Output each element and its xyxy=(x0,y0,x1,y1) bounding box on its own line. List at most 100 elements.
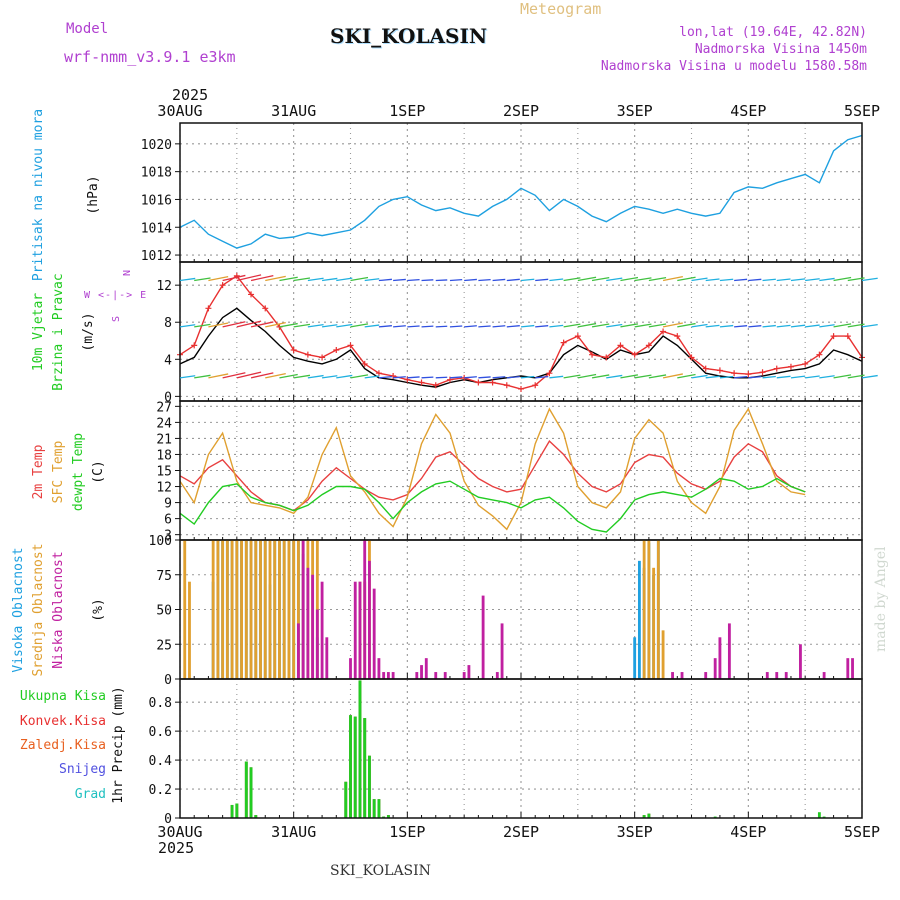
wind-barb xyxy=(819,375,835,379)
wind-barb xyxy=(705,375,720,379)
gust-marker xyxy=(773,365,780,372)
pressure-ylabel: Pritisak na nivou mora xyxy=(31,109,46,281)
wind-barb xyxy=(549,375,564,379)
bar-clouds xyxy=(188,581,191,679)
wind-barb xyxy=(435,279,448,282)
wind-barb xyxy=(279,373,298,379)
wind-barb xyxy=(776,278,791,282)
wind-barb xyxy=(293,277,311,282)
wind-ylabel: 10m Vjetar xyxy=(31,293,46,371)
meteogram-label: Meteogram xyxy=(520,0,601,18)
gust-marker xyxy=(518,385,524,392)
wind-barb xyxy=(321,375,338,379)
wind-compass-legend: N W <-|-> E S xyxy=(84,270,147,322)
gust-marker xyxy=(787,363,794,370)
wind-barb xyxy=(734,278,748,282)
bar-clouds xyxy=(424,658,428,679)
wind-barb xyxy=(520,324,535,328)
wind-barb xyxy=(250,321,274,328)
y-tick-label: 12 xyxy=(156,481,172,496)
wind-barb xyxy=(364,375,380,379)
wind-panel-labels: 10m Vjetar xyxy=(31,293,46,371)
wind-barb xyxy=(662,373,683,379)
gust-marker xyxy=(631,351,638,358)
bar-clouds xyxy=(325,637,329,679)
wind-barb xyxy=(336,323,353,328)
precip-legend-2: Konvek.Kisa xyxy=(20,714,106,729)
wind-barb xyxy=(336,277,353,282)
bar-clouds xyxy=(846,658,850,679)
compass-n: N xyxy=(120,270,131,276)
wind-barb xyxy=(336,374,353,379)
cloud-ylabel-2: Srednja Oblacnost xyxy=(31,543,46,676)
wind-barb xyxy=(719,324,734,328)
pressure-unit: (hPa) xyxy=(86,175,101,214)
elevation-text: Nadmorska Visina 1450m xyxy=(695,42,867,57)
wind-unit: (m/s) xyxy=(81,312,96,351)
temp-ylabel-3: dewpt Temp xyxy=(71,433,86,511)
wind-barb xyxy=(606,277,623,282)
y-tick-label: 8 xyxy=(164,316,172,331)
bar-clouds xyxy=(368,560,371,679)
series-line-mslp xyxy=(179,134,863,249)
bar-precip xyxy=(642,815,646,818)
y-tick-label: 1020 xyxy=(141,138,172,153)
wind-barb xyxy=(449,325,463,328)
y-tick-label: 0.2 xyxy=(149,783,172,798)
x-day-label-bottom: 5SEP xyxy=(844,823,880,841)
y-tick-label: 12 xyxy=(156,279,172,294)
wind-barb xyxy=(350,323,369,328)
wind-barb xyxy=(606,374,623,379)
y-tick-label: 0.6 xyxy=(149,725,172,740)
series-line-sfc-temp xyxy=(179,407,806,531)
gust-marker xyxy=(745,371,752,378)
wind-barb xyxy=(321,324,338,328)
wind-barb xyxy=(236,371,262,379)
plots-layer: 30AUG 30AUG 31AUG 31AUG 1SEP 1SEP 2SEP 2SEP 3SEP… xyxy=(141,102,880,841)
temp-panel-labels-2: SFC Temp xyxy=(51,441,66,504)
gust-marker xyxy=(546,370,553,377)
temp-unit-label: (C) xyxy=(91,460,106,483)
wind-barb xyxy=(492,376,506,379)
x-day-label-top: 2SEP xyxy=(503,102,539,120)
wind-barb xyxy=(776,324,791,328)
wind-barb xyxy=(364,278,380,282)
bar-clouds xyxy=(263,540,267,679)
wind-barb xyxy=(307,374,324,379)
wind-barb xyxy=(293,374,311,379)
gust-marker xyxy=(361,360,368,367)
wind-barb xyxy=(364,324,380,328)
wind-barb xyxy=(762,324,776,328)
panel-pressure: 1012 1014 1016 1018 1020 xyxy=(141,122,863,264)
wind-barb xyxy=(492,325,506,328)
bar-clouds xyxy=(282,540,286,679)
y-tick-label: 6 xyxy=(164,513,172,528)
wind-barb xyxy=(549,324,564,328)
wind-barb xyxy=(833,374,852,379)
wind-barb xyxy=(847,374,865,379)
gust-marker xyxy=(702,365,709,372)
cloud-ylabel: Visoka Oblacnost xyxy=(11,547,26,672)
x-day-label-bottom: 30AUG xyxy=(157,823,202,841)
gust-marker xyxy=(432,382,439,389)
bar-clouds xyxy=(415,672,419,679)
y-tick-label: 15 xyxy=(156,465,172,480)
gust-marker xyxy=(844,333,851,340)
precip-legend-5: Grad xyxy=(75,787,106,802)
wind-barb xyxy=(677,322,696,328)
x-day-label-bottom: 4SEP xyxy=(730,823,766,841)
wind-barb xyxy=(790,375,806,379)
precip-legend: Ukupna Kisa Konvek.Kisa Zaledj.Kisa Snij… xyxy=(20,689,106,802)
y-tick-label: 0 xyxy=(164,812,172,827)
gust-marker xyxy=(589,351,596,358)
bar-clouds xyxy=(349,658,352,679)
bar-clouds xyxy=(287,540,291,679)
y-tick-label: 0 xyxy=(164,673,172,688)
y-tick-label: 21 xyxy=(156,432,172,447)
bar-clouds xyxy=(268,540,272,679)
compass-we: W <-|-> E xyxy=(84,290,147,301)
bar-clouds xyxy=(230,540,234,679)
bar-clouds xyxy=(500,623,504,679)
